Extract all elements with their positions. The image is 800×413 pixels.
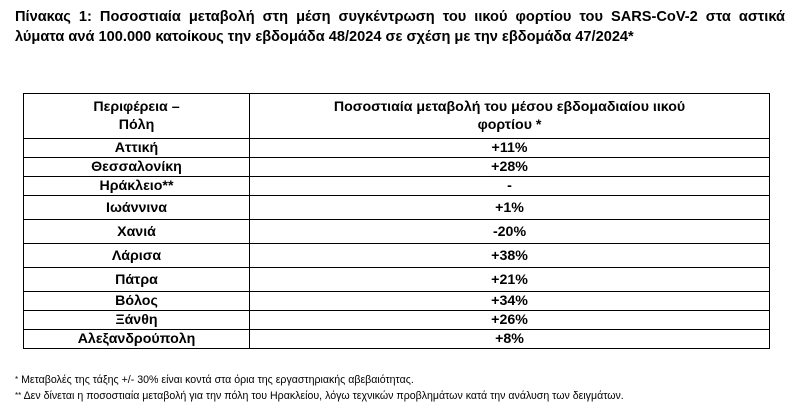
header-change-line1: Ποσοστιαία μεταβολή του μέσου εβδομαδιαί… <box>333 99 686 115</box>
footnote-marker: * <box>15 375 19 384</box>
change-cell: +28% <box>249 157 770 177</box>
footnotes: * Μεταβολές της τάξης +/- 30% είναι κοντ… <box>15 373 790 404</box>
footnote: * Μεταβολές της τάξης +/- 30% είναι κοντ… <box>15 373 790 389</box>
footnote-marker: ** <box>15 390 22 400</box>
table-row: Ιωάννινα +1% <box>23 195 770 220</box>
change-cell: +21% <box>249 267 770 292</box>
table-caption: Πίνακας 1: Ποσοστιαία μεταβολή στη μέση … <box>15 9 785 45</box>
header-percent-change: Ποσοστιαία μεταβολή του μέσου εβδομαδιαί… <box>249 93 770 139</box>
city-cell: Πάτρα <box>23 267 250 292</box>
city-cell: Ξάνθη <box>23 310 250 330</box>
city-cell: Βόλος <box>23 291 250 311</box>
footnote-text: Μεταβολές της τάξης +/- 30% είναι κοντά … <box>18 374 414 386</box>
table-row: Αλεξανδρούπολη +8% <box>23 329 770 349</box>
table-row: Αττική +11% <box>23 138 770 158</box>
header-region-city: Περιφέρεια – Πόλη <box>23 93 250 139</box>
change-cell: +26% <box>249 310 770 330</box>
change-cell: +8% <box>249 329 770 349</box>
city-cell: Αλεξανδρούπολη <box>23 329 250 349</box>
change-cell: +34% <box>249 291 770 311</box>
table-row: Χανιά -20% <box>23 219 770 244</box>
change-cell: -20% <box>249 219 770 244</box>
table-row: Βόλος +34% <box>23 291 770 311</box>
city-cell: Θεσσαλονίκη <box>23 157 250 177</box>
table-header-row: Περιφέρεια – Πόλη Ποσοστιαία μεταβολή το… <box>23 93 770 139</box>
table-row: Πάτρα +21% <box>23 267 770 292</box>
change-cell: +11% <box>249 138 770 158</box>
header-change-line2: φορτίου * <box>477 117 542 133</box>
header-region-line1: Περιφέρεια – <box>93 99 180 115</box>
city-cell: Αττική <box>23 138 250 158</box>
change-cell: - <box>249 176 770 196</box>
table-row: Θεσσαλονίκη +28% <box>23 157 770 177</box>
city-cell: Ιωάννινα <box>23 195 250 220</box>
city-cell: Λάρισα <box>23 243 250 268</box>
viral-load-change-table: Περιφέρεια – Πόλη Ποσοστιαία μεταβολή το… <box>23 93 770 349</box>
footnote-text: Δεν δίνεται η ποσοστιαία μεταβολή για τη… <box>21 389 624 402</box>
table-row: Ηράκλειο** - <box>23 176 770 196</box>
footnote: ** Δεν δίνεται η ποσοστιαία μεταβολή για… <box>15 389 790 405</box>
change-cell: +1% <box>249 195 770 220</box>
table-row: Ξάνθη +26% <box>23 310 770 330</box>
city-cell: Ηράκλειο** <box>23 176 250 196</box>
header-region-line2: Πόλη <box>118 117 155 133</box>
change-cell: +38% <box>249 243 770 268</box>
table-row: Λάρισα +38% <box>23 243 770 268</box>
city-cell: Χανιά <box>23 219 250 244</box>
